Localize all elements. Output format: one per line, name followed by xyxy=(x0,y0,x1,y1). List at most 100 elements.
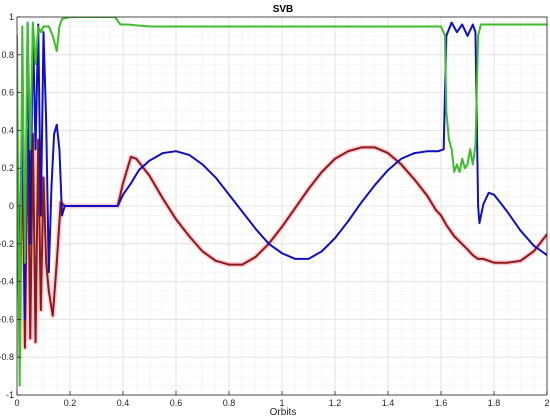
red-series-point xyxy=(434,208,437,211)
green-series-point xyxy=(58,25,61,28)
green-series-point xyxy=(448,138,450,141)
green-series-point xyxy=(444,35,446,37)
y-tick-label: 0.4 xyxy=(1,125,14,135)
green-series-point xyxy=(29,148,32,151)
red-series-point xyxy=(506,261,509,264)
red-series-point xyxy=(29,337,32,340)
green-series-point xyxy=(37,25,40,28)
x-tick-label: 2 xyxy=(544,398,549,408)
blue-series-point xyxy=(130,182,132,185)
green-series-point xyxy=(61,17,63,20)
blue-series-point xyxy=(437,150,440,153)
series-layer xyxy=(17,17,547,387)
blue-series-point xyxy=(37,23,40,26)
red-series-point xyxy=(214,259,217,262)
green-series-point xyxy=(519,23,522,26)
red-series-point xyxy=(188,235,191,238)
y-tick-label: 1 xyxy=(9,12,14,22)
blue-series-point xyxy=(281,252,283,255)
red-series-point xyxy=(254,256,257,258)
blue-series-point xyxy=(39,214,42,217)
green-series-point xyxy=(456,163,458,166)
blue-series-point xyxy=(42,31,45,34)
blue-series-point xyxy=(29,242,32,245)
y-tick-label: 0.8 xyxy=(1,50,14,60)
green-series-point xyxy=(493,23,495,26)
y-tick-label: -0.4 xyxy=(0,277,14,287)
blue-series-point xyxy=(122,193,124,196)
green-series-point xyxy=(453,171,456,173)
blue-series-point xyxy=(442,148,445,151)
blue-series-point xyxy=(47,271,50,274)
blue-series-point xyxy=(456,31,458,34)
red-series-point xyxy=(400,163,403,166)
blue-series-point xyxy=(334,237,336,240)
y-tick-label: -0.8 xyxy=(0,352,14,362)
blue-series-point xyxy=(50,186,53,189)
x-axis-title: Orbits xyxy=(270,407,297,418)
green-series-point xyxy=(119,23,122,26)
blue-series-point xyxy=(61,214,63,217)
blue-series-point xyxy=(148,159,151,162)
red-series-point xyxy=(135,157,138,160)
green-series-point xyxy=(127,23,130,26)
red-series-point xyxy=(161,197,164,200)
red-series-point xyxy=(471,254,474,257)
blue-series-point xyxy=(95,205,98,207)
green-series-point xyxy=(458,171,461,173)
green-series-point xyxy=(18,384,21,387)
blue-series-point xyxy=(320,250,323,253)
blue-series-point xyxy=(188,154,191,156)
ticks: 0 0.2 0.4 0.6 0.8 1 1.2 1.4 1.6 1.8 2 -1 -0.8 -0.6 -0.… xyxy=(0,12,550,408)
blue-series-point xyxy=(138,169,140,171)
red-series-point xyxy=(387,152,389,154)
red-series-point xyxy=(294,206,297,209)
blue-series-point xyxy=(477,205,479,207)
green-series-point xyxy=(32,21,34,24)
blue-series-point xyxy=(493,193,495,196)
red-series-point xyxy=(307,188,310,190)
x-tick-label: 0.6 xyxy=(170,398,183,408)
green-series-point xyxy=(201,25,204,28)
green-series-point xyxy=(148,25,151,28)
blue-series-point xyxy=(58,148,61,151)
blue-series-point xyxy=(478,222,481,224)
green-series-point xyxy=(47,25,50,28)
red-series-point xyxy=(51,314,54,317)
blue-series-point xyxy=(532,244,535,247)
red-series-point xyxy=(281,225,283,228)
blue-series-point xyxy=(294,258,297,260)
red-series-point xyxy=(413,178,416,181)
red-series-point xyxy=(47,290,50,292)
blue-series-point xyxy=(466,35,469,37)
series-group xyxy=(17,17,547,387)
blue-series-point xyxy=(82,205,85,207)
blue-series-point xyxy=(254,227,257,230)
red-series-point xyxy=(148,174,151,177)
red-series-point xyxy=(55,261,58,264)
blue-series-point xyxy=(373,184,376,187)
green-series-point xyxy=(463,167,466,170)
red-series-point xyxy=(445,224,448,226)
x-tick-label: 1.6 xyxy=(435,398,448,408)
chart-title: SVB xyxy=(273,4,294,15)
red-series-point xyxy=(241,263,244,266)
y-tick-label: 0.2 xyxy=(1,163,14,173)
x-tick-label: 0.2 xyxy=(64,398,77,408)
green-series-point xyxy=(26,21,29,24)
x-tick-label: 1.2 xyxy=(329,398,342,408)
red-series-point xyxy=(45,261,48,264)
blue-series-point xyxy=(116,205,119,207)
red-series-point xyxy=(42,176,45,179)
green-series-point xyxy=(445,110,448,113)
green-series-point xyxy=(281,25,283,28)
red-series-point xyxy=(453,235,456,238)
red-series-point xyxy=(39,309,42,311)
y-tick-label: 0 xyxy=(9,201,14,211)
red-series-point xyxy=(493,261,495,264)
blue-series-point xyxy=(387,169,389,171)
red-series-point xyxy=(360,146,363,149)
blue-series-point xyxy=(161,152,164,154)
green-series-point xyxy=(39,31,42,34)
